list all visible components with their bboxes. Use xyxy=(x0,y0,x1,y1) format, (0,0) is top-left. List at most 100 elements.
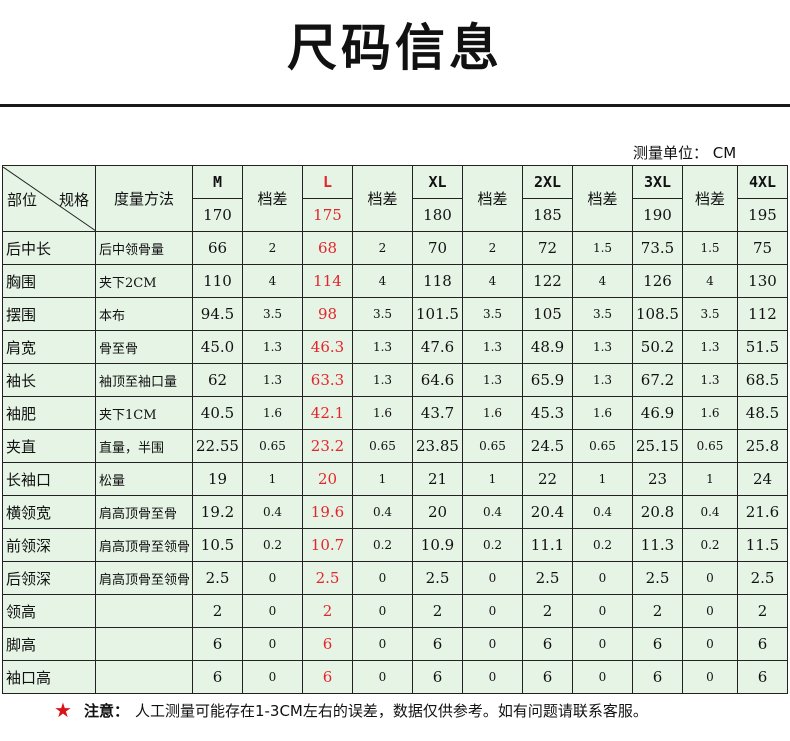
title-divider xyxy=(0,104,790,107)
part-cell: 袖口高 xyxy=(2,660,96,694)
star-icon: ★ xyxy=(54,698,72,722)
diff-cell: 0 xyxy=(682,561,738,595)
size-name: 3XL xyxy=(632,165,683,199)
size-height: 180 xyxy=(412,198,463,232)
value-cell: 6 xyxy=(192,660,243,694)
diff-cell: 0.65 xyxy=(242,429,303,463)
diff-cell: 0.2 xyxy=(462,528,523,562)
diff-cell: 0 xyxy=(352,627,413,661)
diff-cell: 1.5 xyxy=(572,231,633,265)
method-cell: 肩高顶骨至骨 xyxy=(95,495,193,529)
value-cell: 21 xyxy=(412,462,463,496)
value-cell: 51.5 xyxy=(737,330,788,364)
diff-cell: 3.5 xyxy=(352,297,413,331)
diff-cell: 2 xyxy=(462,231,523,265)
diff-cell: 4 xyxy=(462,264,523,298)
method-cell: 本布 xyxy=(95,297,193,331)
value-cell: 73.5 xyxy=(632,231,683,265)
value-cell: 10.9 xyxy=(412,528,463,562)
value-cell: 10.5 xyxy=(192,528,243,562)
value-cell: 105 xyxy=(522,297,573,331)
diff-cell: 1.3 xyxy=(242,330,303,364)
value-cell: 64.6 xyxy=(412,363,463,397)
part-cell: 后中长 xyxy=(2,231,96,265)
table-row: 袖口高 6 0 6 0 6 0 6 0 6 0 6 xyxy=(2,660,788,694)
value-cell: 122 xyxy=(522,264,573,298)
value-cell: 75 xyxy=(737,231,788,265)
diff-cell: 0.65 xyxy=(682,429,738,463)
diff-cell: 0 xyxy=(462,594,523,628)
size-height: 185 xyxy=(522,198,573,232)
size-name: 4XL xyxy=(737,165,788,199)
method-cell: 骨至骨 xyxy=(95,330,193,364)
diff-cell: 1 xyxy=(352,462,413,496)
corner-size-label: 规格 xyxy=(59,190,90,209)
value-cell: 48.9 xyxy=(522,330,573,364)
table-row: 夹直 直量，半围 22.55 0.65 23.2 0.65 23.85 0.65 24.5 0.6… xyxy=(2,429,788,463)
value-cell: 6 xyxy=(302,627,353,661)
diff-cell: 0.4 xyxy=(462,495,523,529)
diff-cell: 1.6 xyxy=(462,396,523,430)
diff-header: 档差 xyxy=(242,165,303,232)
method-cell: 夹下2CM xyxy=(95,264,193,298)
unit-label: 测量单位： CM xyxy=(633,144,737,162)
value-cell: 2 xyxy=(412,594,463,628)
value-cell: 65.9 xyxy=(522,363,573,397)
method-cell: 袖顶至袖口量 xyxy=(95,363,193,397)
value-cell: 2.5 xyxy=(192,561,243,595)
value-cell: 118 xyxy=(412,264,463,298)
value-cell: 2 xyxy=(737,594,788,628)
value-cell: 19.6 xyxy=(302,495,353,529)
diff-cell: 0.4 xyxy=(682,495,738,529)
table-row: 胸围 夹下2CM 110 4 114 4 118 4 122 4 126 4 130 xyxy=(2,264,788,298)
diff-cell: 0 xyxy=(682,594,738,628)
diff-cell: 1 xyxy=(242,462,303,496)
note-label: 注意： xyxy=(83,702,129,720)
value-cell: 10.7 xyxy=(302,528,353,562)
value-cell: 2 xyxy=(632,594,683,628)
table-row: 前领深 肩高顶骨至领骨 10.5 0.2 10.7 0.2 10.9 0.2 11.1 0.2 11… xyxy=(2,528,788,562)
method-cell: 夹下1CM xyxy=(95,396,193,430)
method-cell xyxy=(95,660,193,694)
diff-cell: 3.5 xyxy=(682,297,738,331)
value-cell: 46.9 xyxy=(632,396,683,430)
disclaimer-note: ★ 注意： 人工测量可能存在1-3CM左右的误差，数据仅供参考。如有问题请联系客服。 xyxy=(54,697,648,724)
diff-cell: 1.6 xyxy=(242,396,303,430)
value-cell: 21.6 xyxy=(737,495,788,529)
part-cell: 肩宽 xyxy=(2,330,96,364)
diff-cell: 0 xyxy=(572,627,633,661)
value-cell: 25.15 xyxy=(632,429,683,463)
diff-cell: 0 xyxy=(572,561,633,595)
part-cell: 摆围 xyxy=(2,297,96,331)
part-cell: 脚高 xyxy=(2,627,96,661)
value-cell: 112 xyxy=(737,297,788,331)
part-cell: 领高 xyxy=(2,594,96,628)
table-row: 后中长 后中领骨量 66 2 68 2 70 2 72 1.5 73.5 1.5 75 xyxy=(2,231,788,265)
size-name: 2XL xyxy=(522,165,573,199)
value-cell: 2 xyxy=(302,594,353,628)
part-cell: 横领宽 xyxy=(2,495,96,529)
size-name: L xyxy=(302,165,353,199)
value-cell: 19 xyxy=(192,462,243,496)
diff-cell: 0.4 xyxy=(352,495,413,529)
size-height: 195 xyxy=(737,198,788,232)
value-cell: 130 xyxy=(737,264,788,298)
diff-cell: 0 xyxy=(462,660,523,694)
value-cell: 6 xyxy=(632,660,683,694)
diff-cell: 0.2 xyxy=(682,528,738,562)
diff-cell: 0.2 xyxy=(572,528,633,562)
value-cell: 11.5 xyxy=(737,528,788,562)
diff-cell: 1.6 xyxy=(572,396,633,430)
value-cell: 19.2 xyxy=(192,495,243,529)
size-height: 170 xyxy=(192,198,243,232)
diff-cell: 0 xyxy=(352,561,413,595)
value-cell: 11.1 xyxy=(522,528,573,562)
header-row: 部位 规格 度量方法 M 档差 L 档差 XL 档差 2XL 档差 3XL 档差 4XL xyxy=(2,165,788,232)
diff-cell: 1.3 xyxy=(462,330,523,364)
value-cell: 2.5 xyxy=(737,561,788,595)
diff-cell: 4 xyxy=(572,264,633,298)
value-cell: 42.1 xyxy=(302,396,353,430)
value-cell: 23.2 xyxy=(302,429,353,463)
part-cell: 袖肥 xyxy=(2,396,96,430)
value-cell: 46.3 xyxy=(302,330,353,364)
